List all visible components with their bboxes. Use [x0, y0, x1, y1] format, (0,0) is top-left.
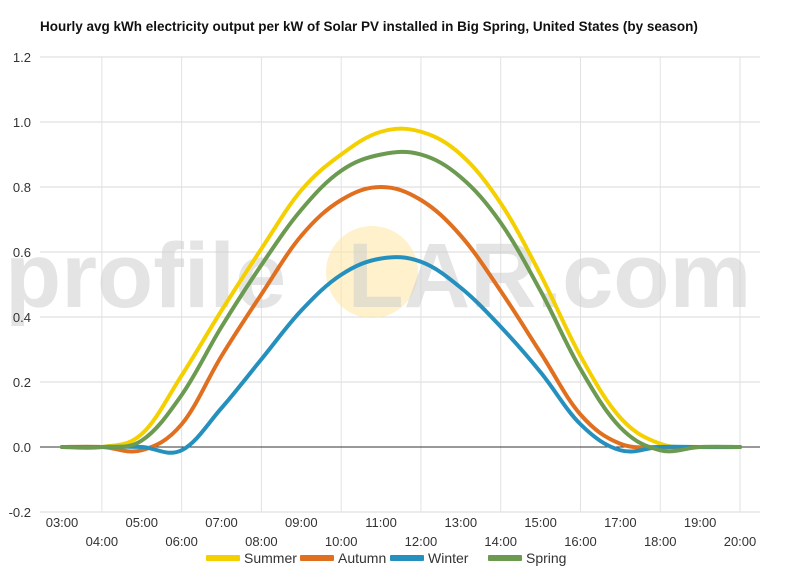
series-line-winter — [60, 255, 742, 455]
legend-swatch-autumn — [300, 555, 334, 561]
watermark: profileSLAR.com — [5, 225, 751, 327]
y-tick-label: -0.2 — [9, 505, 31, 520]
legend-label-spring: Spring — [526, 550, 566, 566]
x-tick-label: 08:00 — [245, 534, 278, 549]
x-tick-label: 15:00 — [524, 515, 557, 530]
x-tick-label: 09:00 — [285, 515, 318, 530]
y-tick-label: 1.2 — [13, 50, 31, 65]
x-tick-label: 10:00 — [325, 534, 358, 549]
legend-label-autumn: Autumn — [338, 550, 386, 566]
legend: Summer Autumn Winter Spring — [206, 550, 566, 566]
series-lines — [60, 126, 742, 455]
y-tick-label: 1.0 — [13, 115, 31, 130]
x-tick-label: 04:00 — [86, 534, 119, 549]
watermark-text: profileSLAR.com — [5, 225, 751, 327]
legend-item-winter[interactable]: Winter — [390, 550, 469, 566]
x-tick-label: 05:00 — [125, 515, 158, 530]
legend-label-winter: Winter — [428, 550, 469, 566]
y-tick-label: 0.0 — [13, 440, 31, 455]
legend-item-autumn[interactable]: Autumn — [300, 550, 386, 566]
watermark-part1: profile — [5, 225, 286, 327]
x-tick-label: 12:00 — [405, 534, 438, 549]
x-tick-label: 03:00 — [46, 515, 79, 530]
x-tick-label: 11:00 — [365, 515, 397, 530]
x-tick-label: 20:00 — [724, 534, 757, 549]
y-tick-label: 0.4 — [13, 310, 31, 325]
x-tick-label: 19:00 — [684, 515, 717, 530]
legend-swatch-winter — [390, 555, 424, 561]
x-tick-label: 16:00 — [564, 534, 597, 549]
chart-title: Hourly avg kWh electricity output per kW… — [40, 19, 698, 34]
x-tick-label: 17:00 — [604, 515, 637, 530]
legend-swatch-summer — [206, 555, 240, 561]
legend-swatch-spring — [488, 555, 522, 561]
x-tick-label: 13:00 — [445, 515, 478, 530]
x-tick-label: 18:00 — [644, 534, 677, 549]
legend-label-summer: Summer — [244, 550, 297, 566]
legend-item-spring[interactable]: Spring — [488, 550, 566, 566]
series-line-spring — [60, 149, 742, 454]
watermark-sun-icon — [326, 226, 418, 318]
y-tick-label: 0.8 — [13, 180, 31, 195]
axes: -0.2 0.0 0.2 0.4 0.6 0.8 1.0 1.2 03:00 04:00 05:00… — [9, 50, 760, 549]
y-tick-label: 0.2 — [13, 375, 31, 390]
series-line-autumn — [60, 185, 742, 454]
x-tick-label: 14:00 — [484, 534, 517, 549]
legend-item-summer[interactable]: Summer — [206, 550, 297, 566]
x-tick-label: 06:00 — [165, 534, 198, 549]
series-line-summer — [60, 126, 742, 451]
x-tick-label: 07:00 — [205, 515, 238, 530]
y-tick-label: 0.6 — [13, 245, 31, 260]
